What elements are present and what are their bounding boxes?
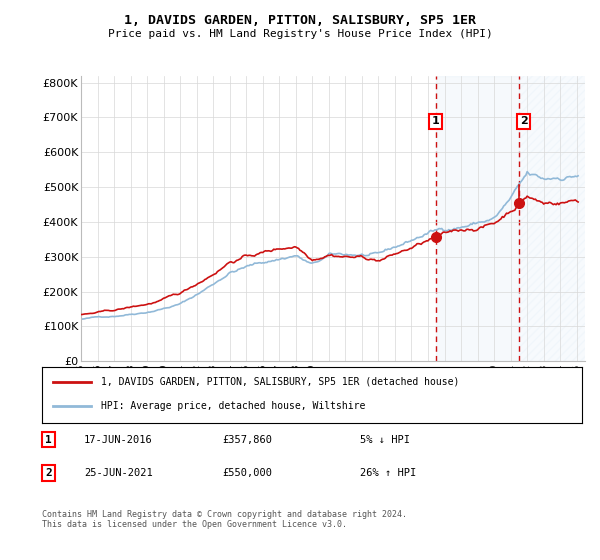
Text: 17-JUN-2016: 17-JUN-2016: [84, 435, 153, 445]
Text: 2: 2: [45, 468, 52, 478]
Bar: [436, 76, 518, 361]
Text: £357,860: £357,860: [222, 435, 272, 445]
Text: 1: 1: [432, 116, 439, 127]
Text: Price paid vs. HM Land Registry's House Price Index (HPI): Price paid vs. HM Land Registry's House …: [107, 29, 493, 39]
Text: 1, DAVIDS GARDEN, PITTON, SALISBURY, SP5 1ER (detached house): 1, DAVIDS GARDEN, PITTON, SALISBURY, SP5…: [101, 377, 460, 387]
Text: 5% ↓ HPI: 5% ↓ HPI: [360, 435, 410, 445]
Text: 1, DAVIDS GARDEN, PITTON, SALISBURY, SP5 1ER: 1, DAVIDS GARDEN, PITTON, SALISBURY, SP5…: [124, 14, 476, 27]
Text: 26% ↑ HPI: 26% ↑ HPI: [360, 468, 416, 478]
Text: 25-JUN-2021: 25-JUN-2021: [84, 468, 153, 478]
Text: HPI: Average price, detached house, Wiltshire: HPI: Average price, detached house, Wilt…: [101, 401, 366, 411]
Text: 2: 2: [520, 116, 527, 127]
Bar: [518, 76, 585, 361]
Text: £550,000: £550,000: [222, 468, 272, 478]
Text: 1: 1: [45, 435, 52, 445]
Text: Contains HM Land Registry data © Crown copyright and database right 2024.
This d: Contains HM Land Registry data © Crown c…: [42, 510, 407, 529]
